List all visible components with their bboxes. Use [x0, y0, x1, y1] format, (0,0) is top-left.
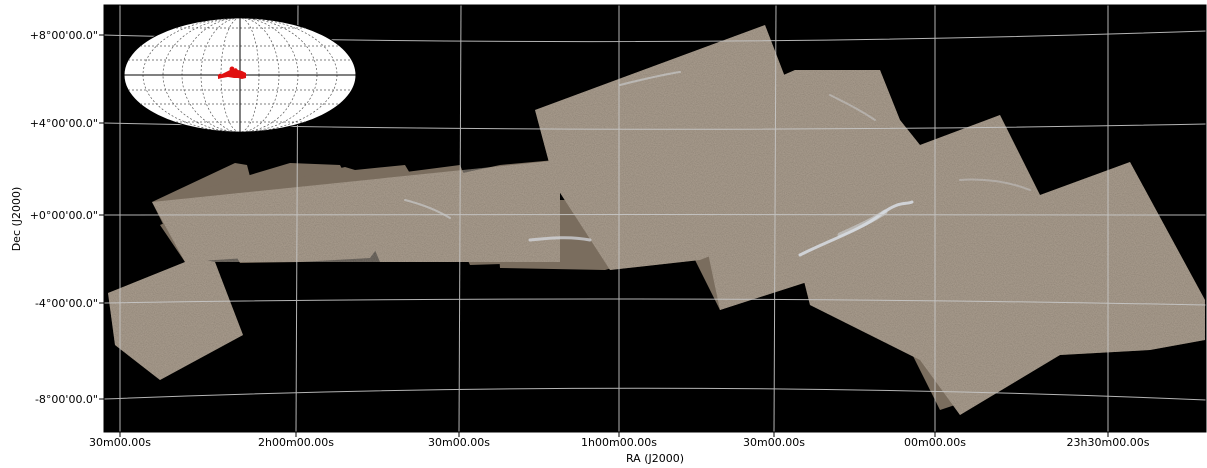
y-tick-label: -8°00'00.0" — [35, 393, 98, 406]
y-axis-label: Dec (J2000) — [10, 187, 23, 252]
x-tick-label: 30m00.00s — [89, 436, 151, 449]
x-tick-label: 23h30m00.00s — [1067, 436, 1150, 449]
y-tick-label: -4°00'00.0" — [35, 297, 98, 310]
plot-frame — [103, 4, 1207, 433]
x-tick-label: 00m00.00s — [904, 436, 966, 449]
x-tick-labels: 30m00.00s 2h00m00.00s 30m00.00s 1h00m00.… — [89, 436, 1150, 449]
x-tick-label: 30m00.00s — [428, 436, 490, 449]
x-tick-label: 1h00m00.00s — [581, 436, 657, 449]
y-tick-label: +8°00'00.0" — [30, 29, 98, 42]
y-tick-label: +0°00'00.0" — [30, 209, 98, 222]
x-axis-label: RA (J2000) — [626, 452, 684, 465]
x-tick-label: 30m00.00s — [743, 436, 805, 449]
tick-marks — [99, 34, 1109, 437]
y-tick-labels: +8°00'00.0" +4°00'00.0" +0°00'00.0" -4°0… — [30, 29, 98, 406]
allsky-inset — [123, 17, 357, 133]
y-tick-label: +4°00'00.0" — [30, 117, 98, 130]
inset-footprint — [217, 66, 247, 79]
x-tick-label: 2h00m00.00s — [258, 436, 334, 449]
